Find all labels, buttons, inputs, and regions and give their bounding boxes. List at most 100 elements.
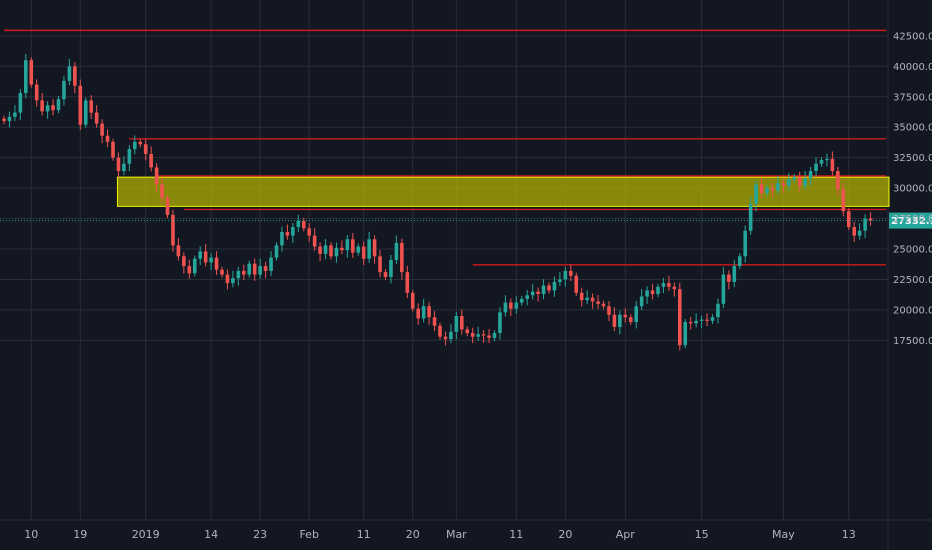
y-tick-label: 35000.0000	[893, 123, 932, 134]
candle	[2, 115, 6, 125]
y-tick-label: 37500.0000	[893, 92, 932, 103]
x-tick-label: 23	[253, 528, 267, 541]
time-axis[interactable]: 10 19 2019 14 23 Feb 11 20 Mar 11 20 Apr 15 May 13	[24, 528, 856, 541]
candle-body	[645, 290, 649, 297]
candle-body	[754, 184, 758, 204]
candle-body	[176, 245, 181, 257]
candle	[645, 286, 649, 304]
candle-body	[781, 183, 786, 186]
candle	[165, 194, 170, 218]
candle	[694, 313, 698, 328]
candle-body	[585, 297, 589, 301]
y-tick-label: 22500.0000	[893, 275, 932, 286]
candle-body	[618, 314, 622, 327]
candle	[650, 284, 655, 300]
candle	[274, 242, 279, 261]
candle	[618, 310, 622, 335]
candle	[814, 157, 818, 177]
candle-body	[111, 141, 115, 158]
candle	[748, 196, 753, 235]
candle	[154, 163, 159, 192]
candle-body	[198, 251, 202, 259]
candle	[601, 300, 606, 310]
candle-body	[291, 227, 295, 236]
candle-body	[808, 171, 813, 179]
candle	[203, 244, 208, 267]
candle-body	[481, 334, 486, 336]
candles	[2, 53, 873, 351]
candle-body	[460, 315, 464, 330]
candle	[122, 156, 126, 176]
candle-body	[863, 218, 867, 231]
y-tick-label: 27500.0000	[893, 214, 932, 225]
candle-body	[667, 283, 671, 287]
candle	[797, 171, 802, 192]
candle-body	[94, 112, 99, 124]
candle	[372, 235, 377, 264]
candle	[825, 153, 829, 167]
x-tick-label: 19	[73, 528, 87, 541]
price-axis[interactable]: 17500.0000 20000.0000 22500.0000 25000.0000…	[893, 31, 932, 347]
candle	[34, 79, 39, 107]
x-tick-label: 10	[24, 528, 38, 541]
candle-body	[650, 290, 655, 295]
candle	[623, 308, 628, 323]
candle-body	[389, 259, 393, 278]
candle	[558, 272, 562, 287]
candle-body	[792, 177, 797, 180]
candle	[759, 178, 764, 199]
candle-body	[710, 317, 715, 321]
candle	[340, 240, 344, 255]
candle-body	[323, 245, 328, 254]
candle	[236, 266, 241, 286]
candle	[62, 75, 66, 106]
resistance-zone	[116, 176, 890, 207]
candle	[187, 259, 192, 279]
candle	[699, 315, 704, 329]
candle	[737, 253, 742, 270]
candle	[672, 282, 677, 297]
candle	[307, 223, 311, 242]
candle-body	[688, 322, 693, 324]
x-tick-label: 20	[406, 528, 420, 541]
candle	[116, 152, 121, 178]
candle-body	[530, 291, 535, 296]
candle	[383, 269, 388, 281]
candle	[427, 302, 431, 325]
candle-body	[852, 227, 856, 236]
candle	[83, 97, 88, 128]
candle-body	[83, 100, 88, 125]
candle	[45, 101, 50, 119]
candle	[296, 214, 301, 233]
candle-body	[509, 302, 513, 309]
candle	[656, 283, 660, 298]
candle	[661, 277, 666, 294]
candle-body	[498, 312, 502, 334]
candle-body	[258, 266, 262, 275]
candle	[541, 279, 546, 300]
candle-body	[247, 263, 252, 275]
candle	[460, 309, 464, 335]
candle-body	[558, 279, 562, 282]
candle	[345, 235, 350, 258]
y-tick-label: 40000.0000	[893, 62, 932, 73]
candle-body	[443, 336, 448, 340]
candle	[781, 179, 786, 194]
candle-body	[656, 286, 660, 295]
candle-body	[122, 163, 126, 172]
candle	[160, 178, 164, 204]
candle	[214, 251, 219, 275]
candle	[519, 295, 524, 306]
candle	[509, 298, 513, 317]
candle	[819, 157, 824, 167]
candle-body	[56, 99, 61, 111]
candle	[476, 326, 480, 341]
candle-body	[825, 158, 829, 161]
candle	[421, 298, 426, 323]
candle	[481, 330, 486, 343]
candle-body	[699, 319, 704, 321]
candle	[732, 259, 737, 288]
candle	[525, 290, 529, 306]
x-tick-label: 20	[558, 528, 572, 541]
